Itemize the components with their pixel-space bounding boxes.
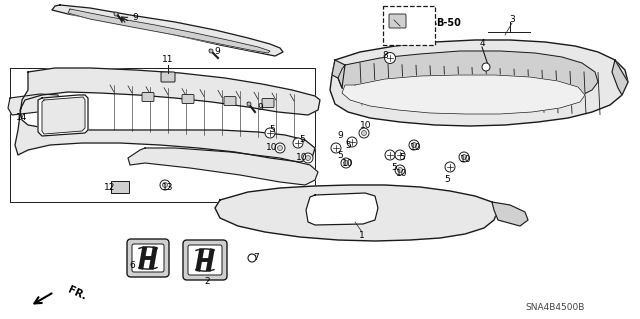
- Circle shape: [303, 153, 313, 163]
- Text: 5: 5: [269, 125, 275, 135]
- Text: 10: 10: [360, 121, 372, 130]
- FancyBboxPatch shape: [262, 99, 274, 108]
- Circle shape: [385, 53, 396, 63]
- Circle shape: [482, 63, 490, 71]
- Circle shape: [265, 128, 275, 138]
- FancyBboxPatch shape: [183, 240, 227, 280]
- Text: B-50: B-50: [436, 18, 461, 28]
- Polygon shape: [128, 148, 318, 185]
- FancyBboxPatch shape: [132, 244, 164, 272]
- Circle shape: [344, 160, 349, 166]
- Polygon shape: [492, 202, 528, 226]
- Polygon shape: [68, 9, 270, 53]
- Circle shape: [359, 128, 369, 138]
- Polygon shape: [332, 60, 345, 88]
- Circle shape: [459, 152, 469, 162]
- FancyBboxPatch shape: [142, 93, 154, 101]
- Polygon shape: [15, 68, 320, 162]
- Text: 9: 9: [257, 103, 263, 113]
- Polygon shape: [38, 95, 88, 136]
- Text: 10: 10: [342, 159, 354, 167]
- Text: 10: 10: [410, 144, 422, 152]
- Circle shape: [347, 137, 357, 147]
- Circle shape: [385, 150, 395, 160]
- Circle shape: [412, 143, 417, 147]
- Polygon shape: [612, 60, 628, 95]
- Text: 5: 5: [399, 153, 405, 162]
- FancyBboxPatch shape: [224, 97, 236, 106]
- Text: 10: 10: [266, 144, 278, 152]
- Text: 5: 5: [444, 175, 450, 184]
- Text: 3: 3: [509, 16, 515, 25]
- Circle shape: [461, 154, 467, 160]
- Circle shape: [331, 143, 341, 153]
- Polygon shape: [42, 97, 85, 134]
- Circle shape: [362, 130, 367, 136]
- Text: 10: 10: [396, 169, 408, 179]
- Circle shape: [278, 145, 282, 151]
- Text: 6: 6: [129, 261, 135, 270]
- Text: SNA4B4500B: SNA4B4500B: [525, 303, 585, 313]
- Circle shape: [248, 254, 256, 262]
- FancyBboxPatch shape: [111, 181, 129, 193]
- FancyBboxPatch shape: [127, 239, 169, 277]
- Text: 9: 9: [337, 130, 343, 139]
- Circle shape: [305, 155, 310, 160]
- FancyBboxPatch shape: [188, 245, 222, 275]
- Text: 7: 7: [253, 253, 259, 262]
- Circle shape: [341, 158, 351, 168]
- Text: 9: 9: [132, 13, 138, 23]
- Polygon shape: [338, 51, 598, 109]
- Text: 8: 8: [382, 50, 388, 60]
- Text: 5: 5: [337, 151, 343, 160]
- Circle shape: [275, 143, 285, 153]
- Text: 11: 11: [163, 56, 173, 64]
- Text: 5: 5: [391, 164, 397, 173]
- Circle shape: [163, 182, 168, 188]
- Text: 14: 14: [16, 114, 28, 122]
- Text: FR.: FR.: [66, 284, 88, 302]
- FancyBboxPatch shape: [182, 94, 194, 103]
- Circle shape: [395, 150, 405, 160]
- Text: 2: 2: [204, 278, 210, 286]
- Polygon shape: [306, 193, 378, 225]
- Circle shape: [395, 165, 405, 175]
- Text: 4: 4: [479, 39, 485, 48]
- Text: 10: 10: [296, 153, 308, 162]
- FancyBboxPatch shape: [161, 72, 175, 82]
- Circle shape: [247, 102, 251, 106]
- Circle shape: [293, 138, 303, 148]
- Polygon shape: [52, 5, 283, 56]
- Circle shape: [409, 140, 419, 150]
- Circle shape: [160, 180, 170, 190]
- Polygon shape: [215, 185, 498, 241]
- Polygon shape: [8, 94, 60, 115]
- Text: 5: 5: [299, 136, 305, 145]
- Circle shape: [445, 162, 455, 172]
- Circle shape: [209, 49, 213, 53]
- Circle shape: [114, 12, 118, 16]
- Polygon shape: [330, 40, 628, 126]
- Text: 9: 9: [214, 48, 220, 56]
- Text: 13: 13: [163, 182, 173, 191]
- Polygon shape: [342, 75, 585, 114]
- Text: 12: 12: [104, 183, 116, 192]
- FancyBboxPatch shape: [383, 6, 435, 45]
- Circle shape: [397, 167, 403, 173]
- Text: 1: 1: [359, 231, 365, 240]
- Text: 5: 5: [345, 140, 351, 150]
- Text: 10: 10: [460, 155, 472, 165]
- FancyBboxPatch shape: [389, 14, 406, 28]
